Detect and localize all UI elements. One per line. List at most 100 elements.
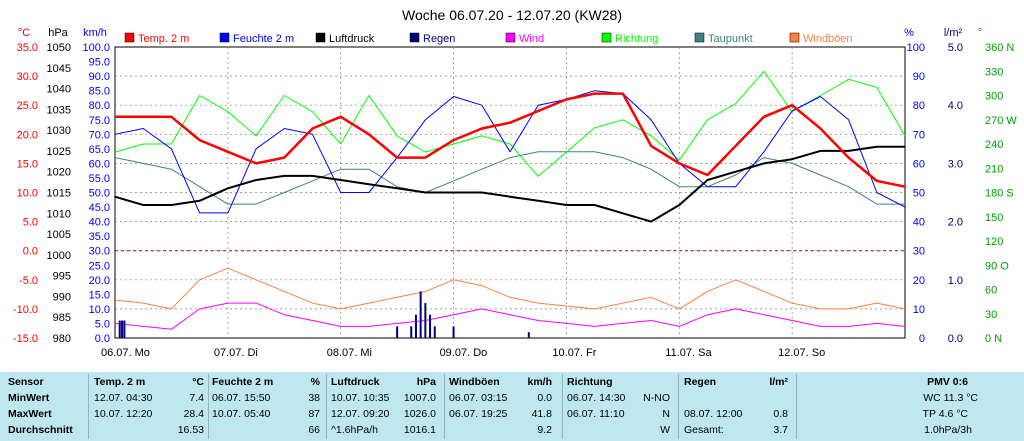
direction-avg: W xyxy=(660,424,670,436)
legend-label: Temp. 2 m xyxy=(138,33,189,45)
temp-tick-label: -10.0 xyxy=(13,304,38,316)
pmv-title: PMV 0:6 xyxy=(927,376,968,388)
pressure-unit-label: hPa xyxy=(48,27,68,39)
pressure-tick-label: 985 xyxy=(53,312,71,324)
rain-tick-label: 2.0 xyxy=(948,217,963,229)
temp-max-time: 10.07. 12:20 xyxy=(94,408,153,420)
humidity-min-time: 06.07. 15:50 xyxy=(212,392,271,404)
direction-min: N-NO xyxy=(643,392,670,404)
chart-title: Woche 06.07.20 - 12.07.20 (KW28) xyxy=(402,7,622,23)
humidity-tick-label: 0 xyxy=(919,333,925,345)
rain-unit-label: l/m² xyxy=(944,27,963,39)
direction-tick-label: 300 xyxy=(985,91,1003,103)
wind-tick-label: 40.0 xyxy=(89,217,110,229)
row-label-avg: Durchschnitt xyxy=(8,424,73,436)
rain-tick-label: 1.0 xyxy=(948,275,963,287)
wind-tick-label: 75.0 xyxy=(89,115,110,127)
legend-swatch xyxy=(124,32,135,43)
legend-swatch xyxy=(694,32,705,43)
gusts-unit: km/h xyxy=(527,376,552,388)
legend-swatch xyxy=(409,32,420,43)
legend-swatch xyxy=(315,32,326,43)
day-label: 08.07. Mi xyxy=(327,347,372,359)
rain-bar xyxy=(118,320,121,338)
legend-label: Luftdruck xyxy=(329,33,375,45)
pmv-windchill: WC 11.3 °C xyxy=(923,392,978,404)
humidity-min: 38 xyxy=(308,392,320,404)
temp-min-time: 12.07. 04:30 xyxy=(94,392,153,404)
rain-bar xyxy=(121,320,124,338)
legend-label: Taupunkt xyxy=(708,33,753,45)
wind-tick-label: 65.0 xyxy=(89,144,110,156)
wind-tick-label: 55.0 xyxy=(89,173,110,185)
legend-label: Richtung xyxy=(615,33,658,45)
humidity-tick-label: 80 xyxy=(913,100,925,112)
pressure-max: 1026.0 xyxy=(403,408,436,420)
series-line-temp-2-m xyxy=(115,92,906,188)
humidity-title: Feuchte 2 m xyxy=(212,376,274,388)
wind-tick-label: 25.0 xyxy=(89,260,110,272)
rain-total: 3.7 xyxy=(773,424,788,436)
direction-tick-label: 180 S xyxy=(985,188,1014,200)
humidity-tick-label: 90 xyxy=(913,71,925,83)
pressure-tick-label: 1010 xyxy=(47,208,71,220)
temp-tick-label: 0.0 xyxy=(23,246,38,258)
series-group xyxy=(114,70,906,338)
column-separator xyxy=(678,374,679,439)
rain-max: 0.8 xyxy=(773,408,788,420)
day-label: 07.07. Di xyxy=(214,347,258,359)
direction-max: N xyxy=(662,408,670,420)
pressure-tick-label: 980 xyxy=(53,333,71,345)
temp-tick-label: 5.0 xyxy=(23,217,38,229)
pressure-min: 1007.0 xyxy=(403,392,436,404)
rain-bar xyxy=(433,326,436,338)
temp-tick-label: 35.0 xyxy=(17,42,38,54)
wind-tick-label: 50.0 xyxy=(89,188,110,200)
column-separator xyxy=(562,374,563,439)
humidity-tick-label: 40 xyxy=(913,217,925,229)
temp-unit: °C xyxy=(192,376,204,388)
rain-bar xyxy=(123,320,126,338)
legend-swatch xyxy=(601,32,612,43)
series-line-richtung xyxy=(114,70,906,177)
pressure-trend-rate: ^1.6hPa/h xyxy=(331,424,378,436)
rain-bar xyxy=(429,314,432,338)
wind-tick-label: 60.0 xyxy=(89,158,110,170)
humidity-max-time: 10.07. 05:40 xyxy=(212,408,271,420)
gusts-min-time: 06.07. 03:15 xyxy=(449,392,508,404)
wind-tick-label: 90.0 xyxy=(89,71,110,83)
rain-tick-label: 3.0 xyxy=(948,158,963,170)
temp-avg: 16.53 xyxy=(177,424,204,436)
rain-bar xyxy=(396,326,399,338)
rain-bar xyxy=(424,303,427,338)
direction-tick-label: 90 O xyxy=(985,260,1009,272)
axes: 35.0 30.0 25.0 20.0 15.0 10.0 5.0 0.0 -5.0 -10.0 -… xyxy=(13,27,1017,359)
direction-tick-label: 360 N xyxy=(985,42,1014,54)
rain-bar xyxy=(414,314,417,338)
legend-swatch xyxy=(505,32,516,43)
rain-total-label: Gesamt: xyxy=(684,424,724,436)
legend-label: Wind xyxy=(519,33,544,45)
day-label: 12.07. So xyxy=(778,347,825,359)
humidity-tick-label: 20 xyxy=(913,275,925,287)
legend-label: Regen xyxy=(423,33,455,45)
pressure-tick-label: 990 xyxy=(53,291,71,303)
column-separator xyxy=(444,374,445,439)
wind-tick-label: 80.0 xyxy=(89,100,110,112)
rain-bar xyxy=(452,326,455,338)
humidity-tick-label: 60 xyxy=(913,158,925,170)
chart-svg: Woche 06.07.20 - 12.07.20 (KW28) 35.0 30.… xyxy=(13,7,1017,359)
direction-tick-label: 270 W xyxy=(985,115,1017,127)
temp-min: 7.4 xyxy=(189,392,204,404)
rain-bar xyxy=(419,291,422,338)
wind-tick-label: 70.0 xyxy=(89,129,110,141)
pressure-tick-label: 1005 xyxy=(47,229,71,241)
wind-tick-label: 95.0 xyxy=(89,57,110,69)
humidity-tick-label: 70 xyxy=(913,129,925,141)
pressure-title: Luftdruck xyxy=(331,376,380,388)
direction-unit-label: ° xyxy=(978,27,982,39)
temp-tick-label: 15.0 xyxy=(17,158,38,170)
humidity-tick-label: 100 xyxy=(907,42,925,54)
pressure-tick-label: 1015 xyxy=(47,188,71,200)
temp-tick-label: 10.0 xyxy=(17,188,38,200)
